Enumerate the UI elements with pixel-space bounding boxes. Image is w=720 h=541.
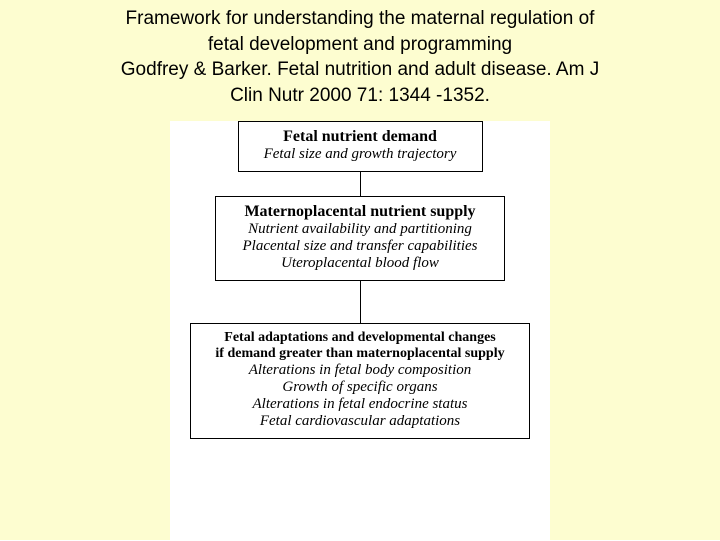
node-3-sub-1: Alterations in fetal body composition — [205, 362, 515, 379]
flowchart-node-3: Fetal adaptations and developmental chan… — [190, 323, 530, 439]
node-3-title-1: Fetal adaptations and developmental chan… — [205, 330, 515, 346]
node-2-sub-2: Placental size and transfer capabilities — [230, 238, 490, 255]
flowchart-node-1: Fetal nutrient demand Fetal size and gro… — [238, 121, 483, 172]
node-3-sub-3: Alterations in fetal endocrine status — [205, 396, 515, 413]
flowchart-edge-2 — [360, 281, 361, 323]
node-1-sub-1: Fetal size and growth trajectory — [253, 146, 468, 163]
flowchart-node-2: Maternoplacental nutrient supply Nutrien… — [215, 196, 505, 281]
node-2-title: Maternoplacental nutrient supply — [230, 203, 490, 221]
node-2-sub-3: Uteroplacental blood flow — [230, 255, 490, 272]
slide-title: Framework for understanding the maternal… — [0, 0, 720, 113]
title-line-4: Clin Nutr 2000 71: 1344 -1352. — [60, 83, 660, 109]
node-3-title-2: if demand greater than maternoplacental … — [205, 346, 515, 362]
node-2-sub-1: Nutrient availability and partitioning — [230, 221, 490, 238]
flowchart-edge-1 — [360, 172, 361, 196]
node-3-sub-2: Growth of specific organs — [205, 379, 515, 396]
title-line-3: Godfrey & Barker. Fetal nutrition and ad… — [60, 57, 660, 83]
node-1-title: Fetal nutrient demand — [253, 128, 468, 146]
node-3-sub-4: Fetal cardiovascular adaptations — [205, 413, 515, 430]
title-line-1: Framework for understanding the maternal… — [60, 6, 660, 32]
title-line-2: fetal development and programming — [60, 32, 660, 58]
slide: Framework for understanding the maternal… — [0, 0, 720, 540]
flowchart: Fetal nutrient demand Fetal size and gro… — [170, 121, 550, 541]
